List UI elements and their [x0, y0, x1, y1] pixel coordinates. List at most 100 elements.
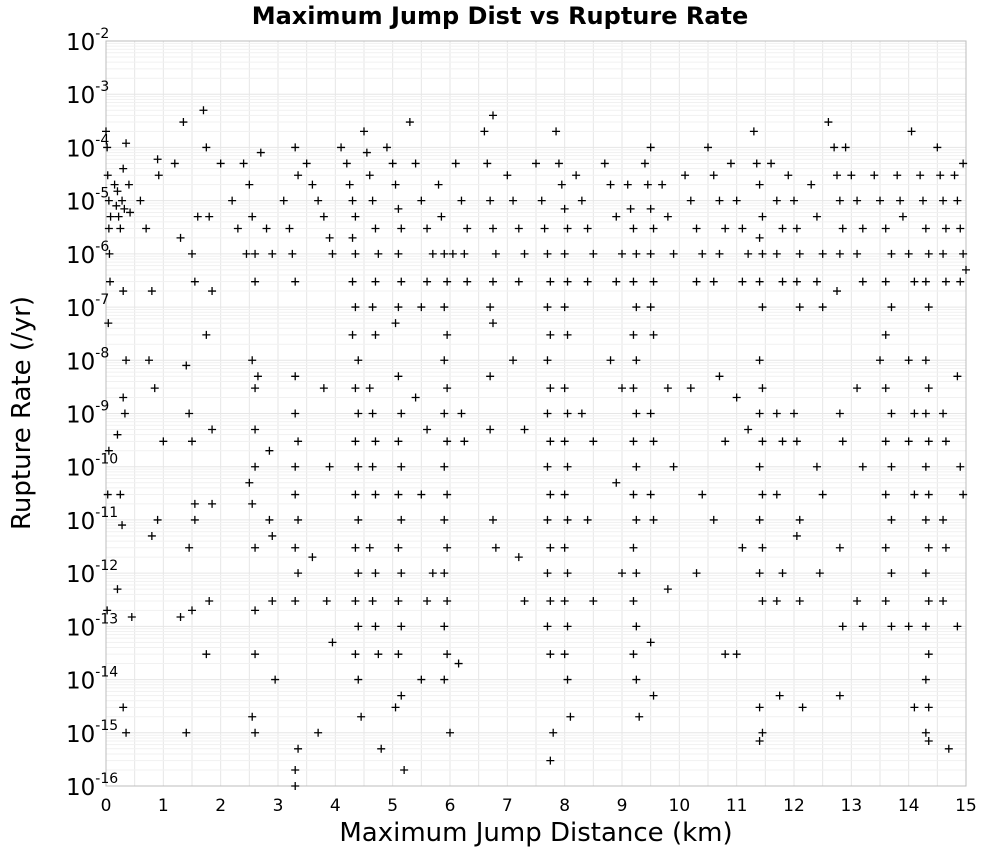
data-point: [351, 437, 360, 446]
data-point: [626, 204, 635, 213]
data-point: [153, 515, 162, 524]
data-point: [116, 490, 125, 499]
data-point: [921, 409, 930, 418]
data-point: [563, 409, 572, 418]
data-point: [758, 212, 767, 221]
data-point: [405, 118, 414, 127]
data-point: [795, 303, 804, 312]
data-point: [658, 180, 667, 189]
data-point: [153, 155, 162, 164]
data-point: [328, 638, 337, 647]
data-point: [119, 393, 128, 402]
data-point: [291, 462, 300, 471]
data-point: [686, 196, 695, 205]
data-point: [443, 437, 452, 446]
data-point: [921, 515, 930, 524]
data-point: [881, 490, 890, 499]
data-point: [417, 303, 426, 312]
data-point: [351, 249, 360, 258]
data-point: [291, 543, 300, 552]
data-point: [457, 196, 466, 205]
data-point: [394, 490, 403, 499]
y-tick-label: 10-9: [66, 399, 109, 429]
y-tick-label: 10-13: [66, 611, 118, 641]
data-point: [950, 171, 959, 180]
data-point: [838, 224, 847, 233]
data-point: [704, 143, 712, 152]
data-point: [632, 622, 641, 631]
data-point: [248, 212, 257, 221]
data-point: [514, 224, 523, 233]
data-point: [251, 277, 260, 286]
x-tick-label: 4: [330, 796, 341, 816]
data-point: [154, 171, 163, 180]
data-point: [663, 585, 672, 594]
data-point: [818, 490, 827, 499]
data-point: [268, 531, 277, 540]
data-point: [314, 196, 323, 205]
data-point: [835, 691, 844, 700]
data-point: [543, 462, 552, 471]
data-point: [394, 372, 403, 381]
data-point: [546, 277, 555, 286]
data-point: [397, 691, 406, 700]
data-point: [397, 569, 406, 578]
x-tick-label: 3: [273, 796, 284, 816]
data-point: [881, 384, 890, 393]
data-point: [698, 490, 707, 499]
data-point: [351, 212, 360, 221]
data-point: [807, 180, 816, 189]
data-point: [483, 159, 492, 168]
data-point: [755, 409, 764, 418]
data-point: [103, 143, 112, 152]
data-point: [391, 319, 400, 328]
data-point: [956, 224, 965, 233]
x-tick-label: 5: [387, 796, 398, 816]
data-point: [812, 462, 821, 471]
data-point: [560, 384, 569, 393]
data-point: [440, 675, 449, 684]
data-point: [251, 650, 260, 659]
data-point: [362, 148, 371, 157]
data-point: [784, 171, 793, 180]
data-point: [921, 462, 930, 471]
data-point: [532, 159, 540, 168]
data-point: [629, 437, 638, 446]
data-point: [253, 372, 262, 381]
data-point: [239, 159, 248, 168]
data-point: [351, 543, 360, 552]
data-point: [738, 224, 747, 233]
data-point: [106, 212, 115, 221]
data-point: [618, 384, 626, 393]
data-point: [491, 249, 500, 258]
data-point: [294, 569, 303, 578]
data-point: [838, 622, 847, 631]
x-tick-label: 6: [445, 796, 456, 816]
data-point: [649, 437, 658, 446]
data-point: [618, 249, 626, 258]
data-point: [798, 703, 807, 712]
data-point: [572, 171, 581, 180]
data-point: [509, 196, 518, 205]
data-point: [265, 515, 274, 524]
data-point: [265, 446, 274, 455]
data-point: [686, 384, 695, 393]
data-point: [443, 330, 452, 339]
data-point: [755, 180, 764, 189]
data-point: [629, 596, 638, 605]
data-point: [394, 437, 403, 446]
data-point: [758, 437, 767, 446]
data-point: [147, 287, 156, 296]
data-point: [583, 277, 592, 286]
data-point: [876, 356, 884, 365]
data-points: [102, 106, 970, 790]
data-point: [382, 143, 391, 152]
data-point: [649, 330, 658, 339]
data-point: [325, 462, 334, 471]
data-point: [663, 384, 672, 393]
data-point: [440, 515, 449, 524]
data-point: [812, 277, 821, 286]
data-point: [755, 356, 764, 365]
data-point: [142, 224, 151, 233]
data-point: [721, 650, 730, 659]
